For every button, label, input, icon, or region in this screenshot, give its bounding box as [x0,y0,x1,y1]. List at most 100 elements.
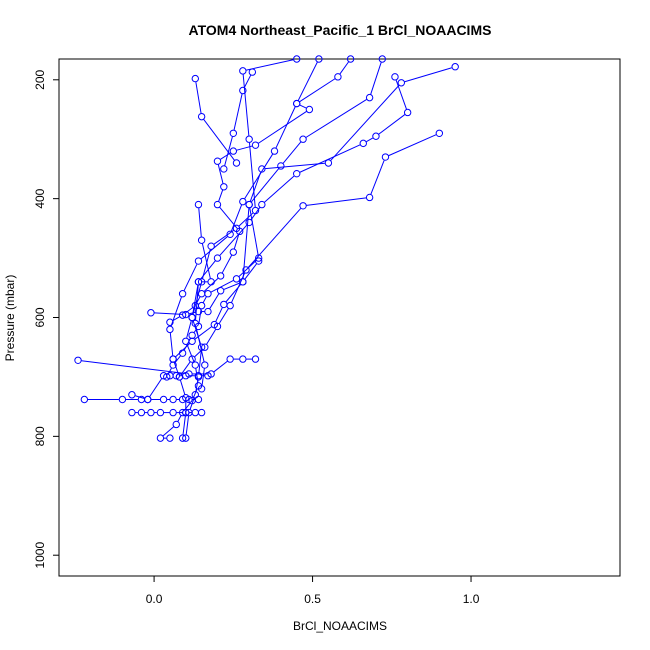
data-point [191,74,199,83]
series-segment [236,145,253,151]
data-point [258,165,266,173]
x-axis: 0.0 0.5 1.0 [146,576,480,606]
data-point [194,372,203,380]
data-point [232,159,241,167]
series-segment [248,142,256,208]
data-point [216,272,225,280]
series-segment [210,280,234,293]
series-segment [404,67,452,83]
data-point [359,139,367,148]
data-point [201,343,209,351]
data-point [210,320,219,329]
data-point [435,129,444,137]
series-segment [299,144,361,173]
series-segment [182,415,186,435]
series-segment [242,208,250,279]
plot-frame [58,58,621,577]
series-segment [218,308,229,324]
series-segment [378,114,406,135]
series-segment [162,426,174,437]
y-tick-label: 800 [33,426,47,446]
data-point [166,325,174,334]
data-point [397,79,406,87]
series-segment [179,380,186,395]
data-point [201,361,209,369]
series-segment [213,360,228,373]
series-segment [195,380,199,392]
data-point [197,408,206,417]
data-point [299,202,307,210]
data-point [191,319,199,328]
y-tick-label: 200 [33,69,47,89]
series-segment [174,355,181,363]
data-point [182,434,190,442]
data-point [245,218,253,227]
data-point [251,141,260,149]
data-point [239,197,247,206]
data-point [239,278,247,286]
series-segment [215,307,223,322]
data-point [254,257,263,265]
data-point [235,227,244,236]
data-point [163,373,171,381]
series-profile [156,55,301,442]
series-segment [258,111,307,144]
series-segment [242,74,250,136]
data-point [226,230,234,239]
data-point [197,236,206,244]
series-segment [194,349,203,358]
series-segment [264,175,295,203]
series-segment [175,343,190,358]
data-point [178,290,187,298]
x-tick-label: 0.5 [304,592,321,606]
data-point [305,105,314,114]
data-point [372,132,380,140]
series-profile [80,395,203,404]
series-profile [182,73,412,442]
series-segment [224,136,233,166]
series-profile [220,68,257,173]
series-segment [185,307,193,314]
data-point [334,73,342,81]
data-point [239,355,247,363]
data-point [178,434,187,442]
data-point [229,248,238,256]
data-point [245,200,253,209]
series-profile [191,200,215,393]
data-point [128,408,136,417]
data-point [169,355,177,363]
data-point [293,55,301,63]
series-segment [206,329,217,345]
series-segment [395,79,407,110]
data-point [365,193,374,202]
series-profile [128,372,212,404]
data-point [147,408,155,417]
series-segment [219,206,238,229]
series-segment [251,168,280,203]
series-segment [265,162,325,170]
series-segment [202,249,211,279]
series-segment [195,326,205,362]
x-tick-label: 0.0 [146,592,163,606]
series-segment [339,61,349,75]
series-segment [299,104,307,109]
data-point [144,395,152,404]
series-segment [201,368,205,386]
data-point [299,135,307,143]
data-point [207,242,215,250]
data-point [156,408,165,417]
series-segment [203,119,235,161]
y-tick-label: 400 [33,188,47,208]
data-point [188,355,196,363]
data-point [178,349,187,357]
data-point [293,169,301,178]
data-point [194,200,203,209]
data-point [391,73,399,81]
data-point [166,318,174,326]
data-point [204,290,212,298]
data-point [451,63,459,71]
data-point [169,408,177,417]
data-point [277,162,285,170]
data-point [293,99,301,108]
